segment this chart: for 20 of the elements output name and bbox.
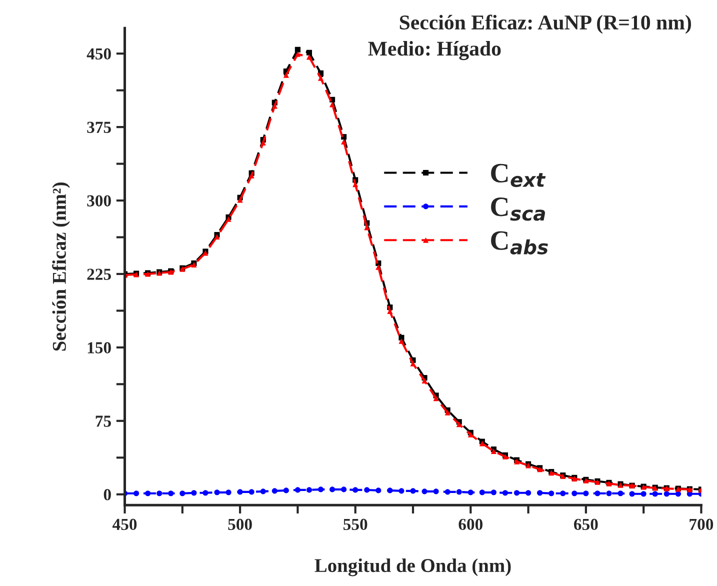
y-tick-label: 375 bbox=[87, 122, 111, 133]
x-tick-label: 450 bbox=[112, 518, 137, 530]
legend-label: C$_{sca}$ bbox=[491, 198, 545, 221]
y-tick-label: 75 bbox=[96, 416, 111, 427]
y-tick-label: 450 bbox=[86, 48, 111, 60]
y-tick-label: 300 bbox=[87, 195, 111, 206]
y-tick-label: 225 bbox=[87, 268, 111, 280]
x-tick-label: 600 bbox=[458, 518, 483, 530]
x-tick-label: 700 bbox=[690, 518, 714, 530]
text: Medio: Hígado bbox=[368, 41, 501, 60]
x-tick-label: 500 bbox=[228, 518, 252, 530]
legend-label: C$_{abs}$ bbox=[491, 231, 548, 254]
y-tick-label: 150 bbox=[88, 342, 111, 354]
y-tick-label: 0 bbox=[104, 489, 111, 500]
chart-title: Sección Eficaz: AuNP (R=10 nm) bbox=[400, 14, 691, 34]
legend-label: C$_{ext}$ bbox=[491, 164, 546, 188]
x-axis-title: Longitud de Onda (nm) bbox=[314, 558, 511, 576]
y-axis-title: Sección Eficaz (nm²) bbox=[52, 182, 70, 351]
x-tick-label: 650 bbox=[574, 518, 598, 530]
x-tick-label: 550 bbox=[344, 518, 368, 530]
